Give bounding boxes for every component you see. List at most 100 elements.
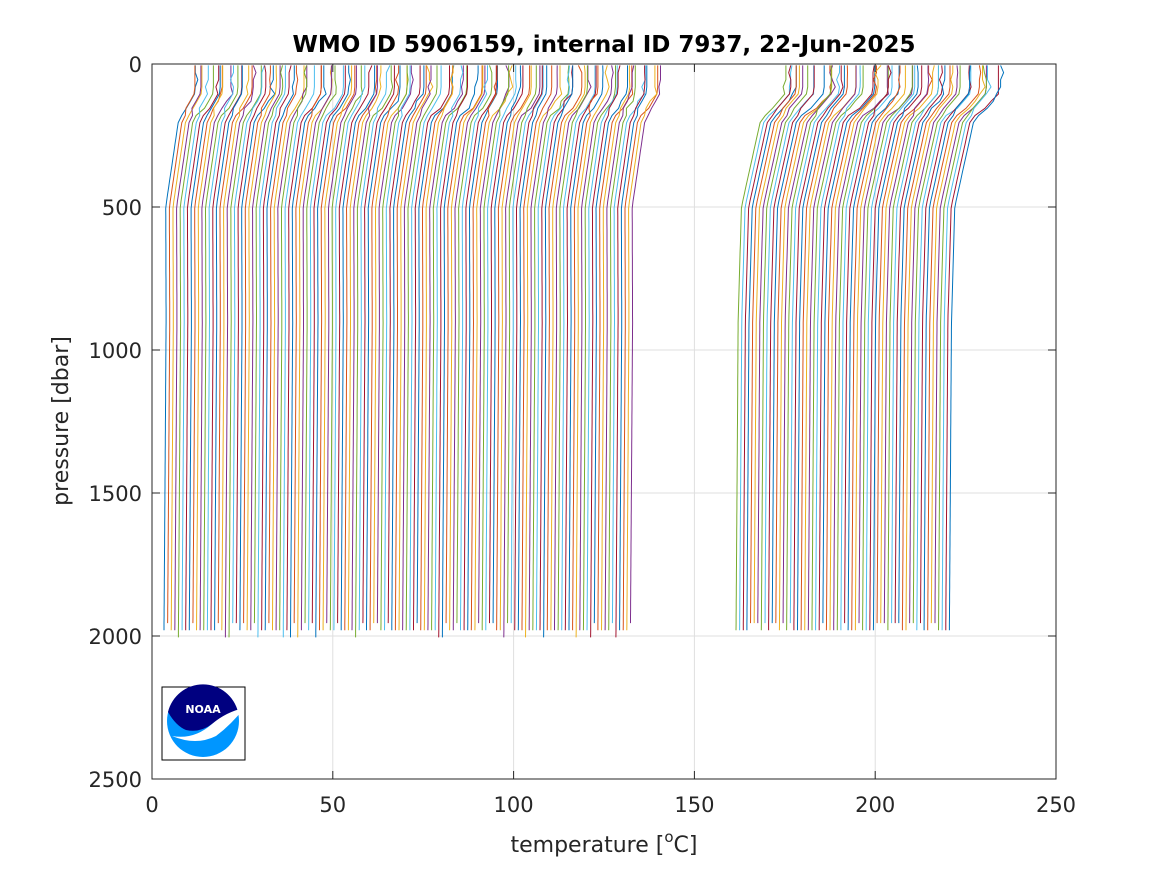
noaa-logo-upper bbox=[168, 684, 238, 731]
profile-line bbox=[579, 65, 614, 631]
profile-line bbox=[199, 65, 234, 631]
profile-line bbox=[912, 65, 961, 624]
profile-line bbox=[854, 65, 906, 631]
y-tick-label: 0 bbox=[129, 53, 142, 77]
profile-line bbox=[535, 65, 571, 631]
profile-line bbox=[909, 65, 959, 624]
noaa-logo: NOAA bbox=[161, 684, 246, 761]
profile-line bbox=[840, 65, 893, 631]
profile-line bbox=[768, 65, 815, 631]
profile-line bbox=[575, 65, 610, 638]
profile-line bbox=[833, 65, 889, 631]
profile-line bbox=[358, 65, 391, 631]
y-tick-label: 1000 bbox=[89, 339, 142, 363]
profile-line bbox=[394, 65, 427, 631]
profile-line bbox=[203, 65, 239, 631]
profile-line bbox=[253, 65, 284, 624]
profile-line bbox=[322, 65, 353, 631]
y-tick-label: 2500 bbox=[89, 768, 142, 792]
profile-line bbox=[807, 65, 857, 631]
profile-line bbox=[337, 65, 373, 624]
profile-line bbox=[282, 65, 315, 638]
plot-area-frame bbox=[151, 63, 1057, 780]
profile-line bbox=[760, 65, 809, 631]
profile-line bbox=[224, 65, 257, 638]
profile-line bbox=[757, 65, 804, 624]
profile-line bbox=[496, 65, 531, 631]
profile-line bbox=[221, 65, 250, 631]
profile-line bbox=[315, 65, 351, 638]
profile-line bbox=[192, 65, 223, 624]
profile-line bbox=[622, 65, 659, 631]
x-tick-label: 250 bbox=[1036, 793, 1076, 817]
profile-line bbox=[420, 65, 454, 631]
profile-line bbox=[891, 65, 939, 624]
profile-line bbox=[923, 65, 971, 631]
profile-line bbox=[460, 65, 488, 631]
profile-line bbox=[750, 65, 797, 624]
profile-line bbox=[445, 65, 483, 624]
profile-line bbox=[286, 65, 322, 631]
profile-line bbox=[869, 65, 923, 631]
y-axis-label: pressure [dbar] bbox=[49, 336, 74, 506]
profile-line bbox=[815, 65, 861, 631]
profile-line bbox=[836, 65, 889, 631]
profile-line bbox=[901, 65, 951, 631]
profile-line bbox=[775, 65, 833, 624]
profile-line bbox=[423, 65, 454, 631]
profile-line bbox=[452, 65, 486, 631]
profile-line bbox=[927, 65, 982, 631]
profile-line bbox=[872, 65, 919, 631]
profile-line bbox=[880, 65, 935, 624]
profile-line bbox=[206, 65, 235, 631]
profile-line bbox=[590, 65, 621, 638]
x-tick-label: 200 bbox=[855, 793, 895, 817]
profile-line bbox=[174, 65, 202, 631]
profile-line bbox=[380, 65, 409, 631]
profile-line bbox=[564, 65, 597, 631]
profile-line bbox=[608, 65, 636, 631]
profile-line bbox=[463, 65, 497, 631]
profile-line bbox=[601, 65, 631, 631]
profile-line bbox=[235, 65, 267, 624]
profile-line bbox=[441, 65, 479, 638]
profile-line bbox=[619, 65, 648, 631]
profile-line bbox=[329, 65, 364, 631]
profile-line bbox=[626, 65, 658, 631]
profile-line bbox=[858, 65, 914, 624]
profile-line bbox=[865, 65, 916, 631]
profile-line bbox=[279, 65, 308, 631]
profile-line bbox=[196, 65, 224, 631]
profile-line bbox=[771, 65, 825, 624]
profile-line bbox=[250, 65, 281, 631]
x-axis-label: temperature [oC] bbox=[510, 828, 697, 858]
noaa-logo-wave bbox=[172, 708, 244, 741]
profile-line bbox=[214, 65, 243, 631]
profile-line bbox=[188, 65, 221, 631]
profile-line bbox=[326, 65, 357, 624]
profile-line bbox=[746, 65, 797, 631]
profile-line bbox=[293, 65, 322, 624]
profile-line bbox=[539, 65, 574, 631]
profile-line bbox=[239, 65, 276, 631]
profile-line bbox=[413, 65, 450, 631]
profile-line bbox=[485, 65, 517, 631]
profile-line bbox=[786, 65, 832, 631]
chart-title: WMO ID 5906159, internal ID 7937, 22-Jun… bbox=[292, 32, 915, 58]
x-tick-label: 150 bbox=[674, 793, 714, 817]
profile-line bbox=[525, 65, 563, 638]
profile-line bbox=[416, 65, 455, 624]
profile-line bbox=[177, 65, 214, 638]
profile-line bbox=[297, 65, 333, 638]
profile-line bbox=[800, 65, 849, 631]
profile-line bbox=[851, 65, 901, 631]
profile-line bbox=[311, 65, 346, 624]
profile-line bbox=[887, 65, 939, 631]
y-tick-label: 500 bbox=[102, 196, 142, 220]
profile-line bbox=[170, 65, 203, 631]
x-axis-label-prefix: temperature [ bbox=[510, 833, 664, 858]
profile-line bbox=[300, 65, 332, 631]
profile-line bbox=[894, 65, 943, 624]
profile-line bbox=[818, 65, 875, 631]
